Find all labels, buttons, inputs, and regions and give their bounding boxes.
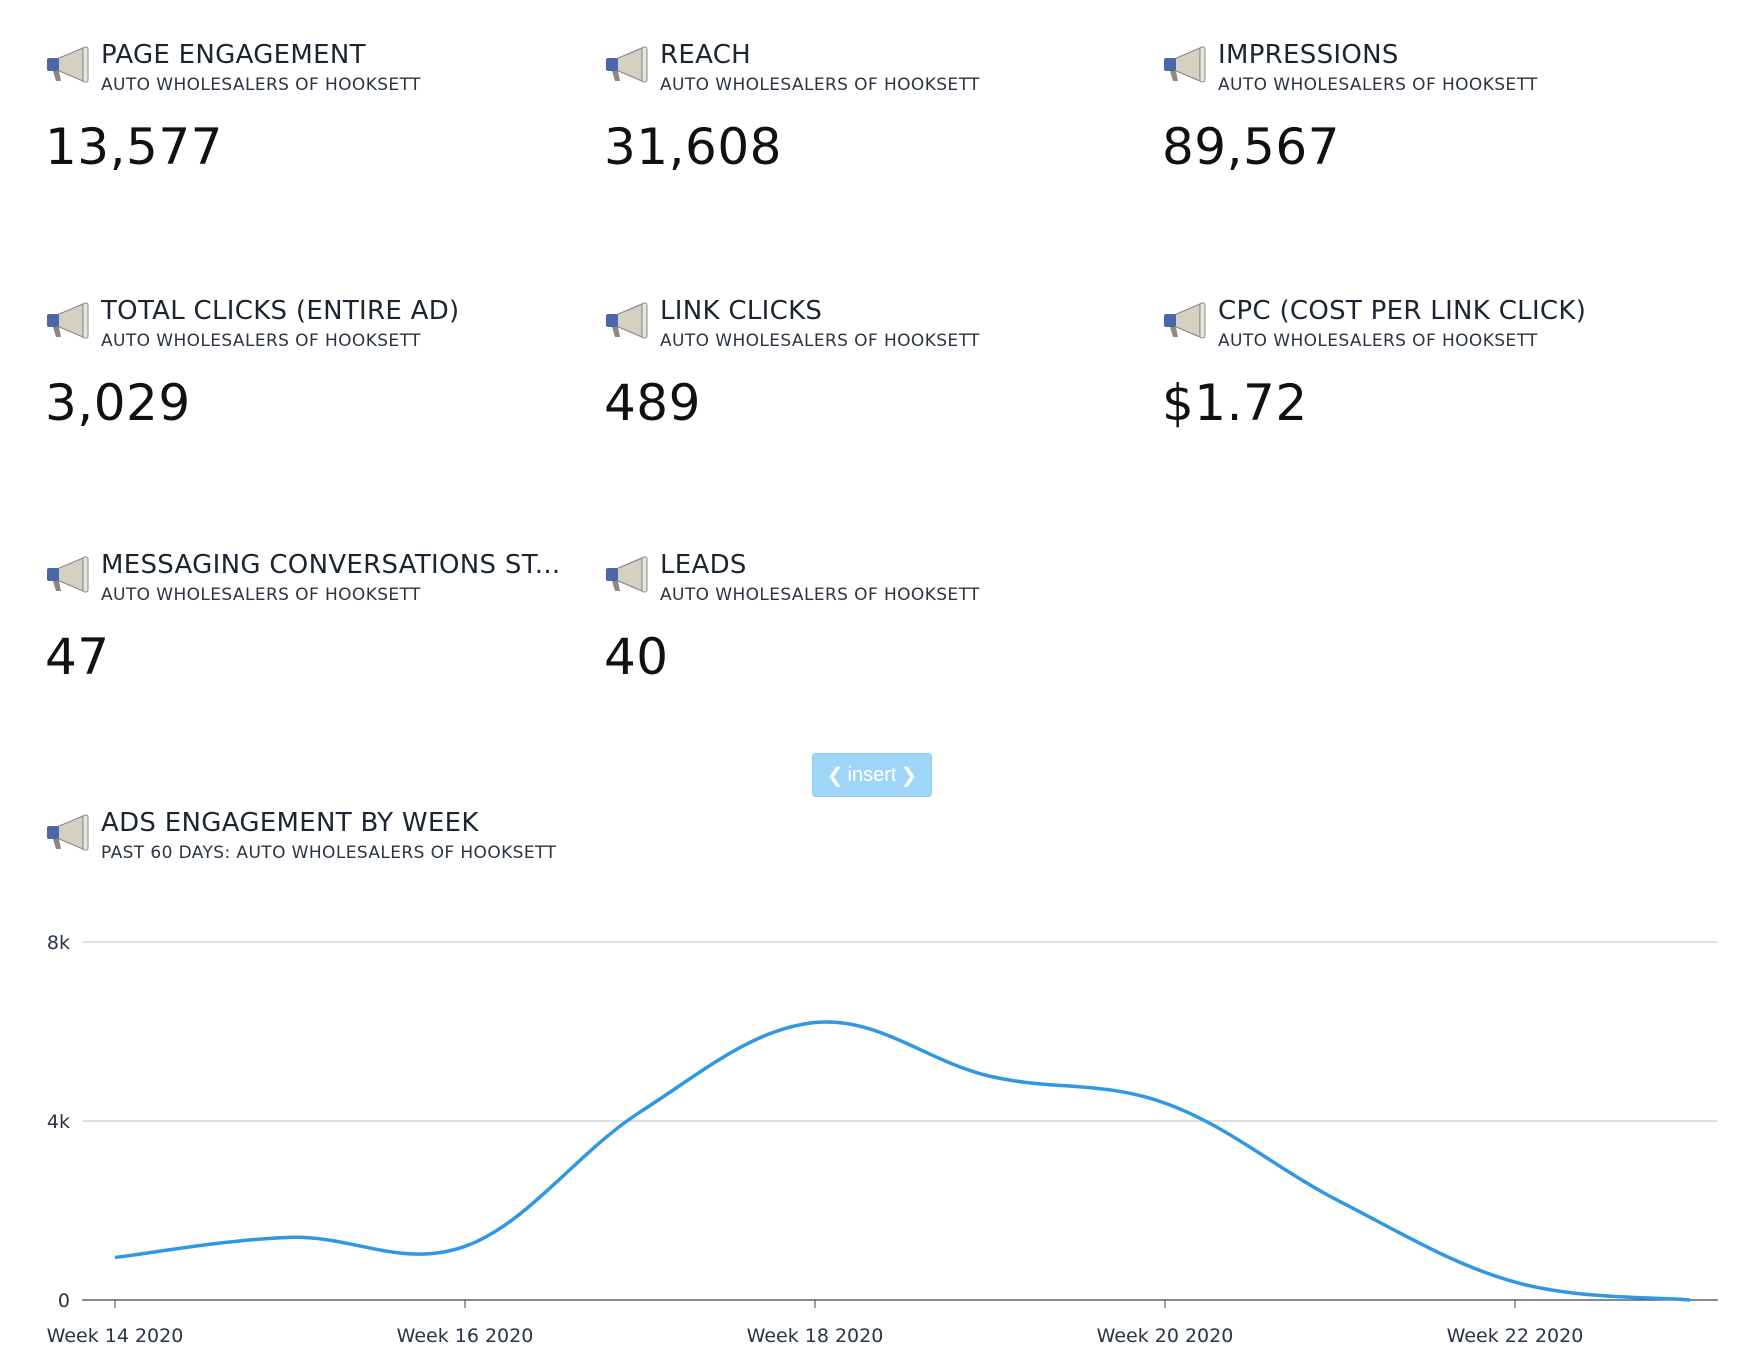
data-point[interactable] [1159,1097,1171,1109]
metric-tile: MESSAGING CONVERSATIONS ST... AUTO WHOLES… [45,550,565,686]
y-tick-label: 4k [47,1111,70,1133]
x-tick-label: Week 14 2020 [47,1325,184,1347]
metric-subtitle: AUTO WHOLESALERS OF HOOKSETT [1218,331,1538,351]
x-tick-label: Week 18 2020 [747,1325,884,1347]
metric-value: $1.72 [1162,374,1308,432]
metric-subtitle: AUTO WHOLESALERS OF HOOKSETT [101,331,421,351]
metric-value: 3,029 [45,374,191,432]
metric-tile: PAGE ENGAGEMENT AUTO WHOLESALERS OF HOOKS… [45,40,565,176]
data-point[interactable] [1334,1196,1346,1208]
data-point[interactable] [109,1251,121,1263]
megaphone-icon [47,814,89,851]
y-tick-label: 8k [47,932,70,954]
y-tick-label: 0 [58,1290,70,1312]
chart-title: ADS ENGAGEMENT BY WEEK [101,808,479,838]
metric-title: REACH [660,40,752,70]
megaphone-icon [47,302,89,339]
megaphone-icon [47,46,89,83]
megaphone-icon [1164,302,1206,339]
metric-title: CPC (COST PER LINK CLICK) [1218,296,1587,326]
chart-subtitle: PAST 60 DAYS: AUTO WHOLESALERS OF HOOKSE… [101,843,557,863]
metric-tile: LEADS AUTO WHOLESALERS OF HOOKSETT 40 [604,550,1124,686]
metric-value: 47 [45,628,110,686]
metric-tile: IMPRESSIONS AUTO WHOLESALERS OF HOOKSETT 8… [1162,40,1682,176]
data-point[interactable] [1684,1294,1696,1306]
insert-button-label: insert [847,763,897,786]
metric-value: 40 [604,628,669,686]
metric-subtitle: AUTO WHOLESALERS OF HOOKSETT [660,585,980,605]
metric-tile: REACH AUTO WHOLESALERS OF HOOKSETT 31,608 [604,40,1124,176]
chart-header: ADS ENGAGEMENT BY WEEK PAST 60 DAYS: AUT… [45,808,845,868]
metric-tile: CPC (COST PER LINK CLICK) AUTO WHOLESALER… [1162,296,1682,432]
data-point[interactable] [459,1240,471,1252]
metric-title: TOTAL CLICKS (ENTIRE AD) [101,296,460,326]
metric-value: 13,577 [45,118,223,176]
metric-subtitle: AUTO WHOLESALERS OF HOOKSETT [660,331,980,351]
metric-subtitle: AUTO WHOLESALERS OF HOOKSETT [101,585,421,605]
metric-tile: TOTAL CLICKS (ENTIRE AD) AUTO WHOLESALERS… [45,296,565,432]
data-point[interactable] [809,1017,821,1029]
chevron-right-icon: ❯ [900,764,918,787]
x-tick-label: Week 22 2020 [1447,1325,1584,1347]
metric-subtitle: AUTO WHOLESALERS OF HOOKSETT [1218,75,1538,95]
series-line [114,1020,1691,1302]
megaphone-icon [47,556,89,593]
insert-button[interactable]: ❮ insert ❯ [812,753,932,797]
metric-value: 31,608 [604,118,782,176]
metric-tile: LINK CLICKS AUTO WHOLESALERS OF HOOKSETT 4… [604,296,1124,432]
megaphone-icon [1164,46,1206,83]
metric-subtitle: AUTO WHOLESALERS OF HOOKSETT [660,75,980,95]
data-point[interactable] [284,1231,296,1243]
data-point[interactable] [984,1070,996,1082]
metric-value: 489 [604,374,701,432]
data-point[interactable] [1509,1276,1521,1288]
ads-engagement-line-chart: 0 4k 8k Week 14 2020 Week 16 2020 Week 18 202… [47,932,1718,1347]
metric-subtitle: AUTO WHOLESALERS OF HOOKSETT [101,75,421,95]
chevron-left-icon: ❮ [826,764,844,787]
megaphone-icon [606,556,648,593]
metric-title: IMPRESSIONS [1218,40,1399,70]
metric-title: MESSAGING CONVERSATIONS ST... [101,550,561,580]
x-tick-label: Week 16 2020 [397,1325,534,1347]
megaphone-icon [606,46,648,83]
x-tick-label: Week 20 2020 [1097,1325,1234,1347]
metric-title: PAGE ENGAGEMENT [101,40,366,70]
megaphone-icon [606,302,648,339]
metric-value: 89,567 [1162,118,1340,176]
metric-title: LEADS [660,550,747,580]
metric-title: LINK CLICKS [660,296,823,326]
data-point[interactable] [634,1106,646,1118]
